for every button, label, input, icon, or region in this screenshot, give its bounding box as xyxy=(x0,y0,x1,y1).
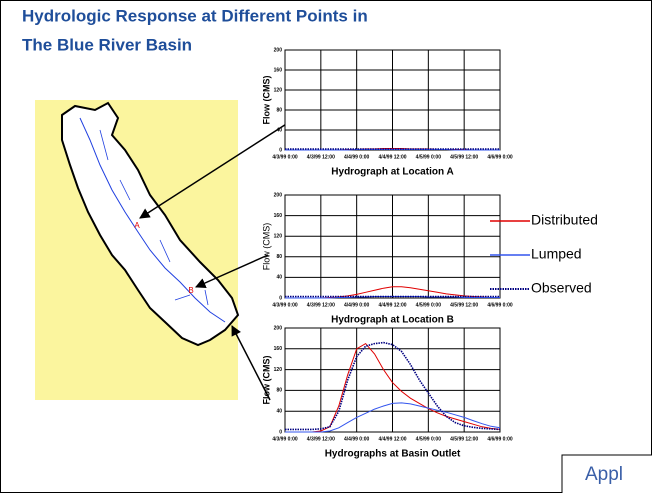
x-tick-label: 4/6/99 0:00 xyxy=(487,302,513,308)
x-tick-label: 4/3/99 12:00 xyxy=(307,302,335,308)
x-tick-label: 4/5/99 12:00 xyxy=(450,154,478,160)
y-tick-label: 200 xyxy=(274,325,283,331)
y-tick-label: 0 xyxy=(279,429,282,435)
y-tick-label: 0 xyxy=(279,147,282,153)
x-tick-label: 4/4/99 12:00 xyxy=(378,436,406,442)
footer-text: Appl xyxy=(585,464,623,485)
y-tick-label: 200 xyxy=(274,47,283,53)
y-tick-label: 160 xyxy=(274,346,283,352)
x-tick-label: 4/3/99 0:00 xyxy=(272,302,298,308)
y-tick-label: 120 xyxy=(274,234,283,240)
footer-box xyxy=(561,454,652,493)
y-tick-label: 80 xyxy=(276,254,282,260)
legend-label: Observed xyxy=(531,280,592,296)
x-tick-label: 4/4/99 0:00 xyxy=(344,154,370,160)
chart-title: Hydrograph at Location B xyxy=(331,315,454,326)
y-axis-label: Flow (CMS) xyxy=(261,223,271,271)
slide-title: Hydrologic Response at Different Points … xyxy=(22,6,368,25)
y-tick-label: 120 xyxy=(274,367,283,373)
legend-label: Lumped xyxy=(531,246,582,262)
x-tick-label: 4/6/99 0:00 xyxy=(487,436,513,442)
x-tick-label: 4/3/99 12:00 xyxy=(307,154,335,160)
slide-title: The Blue River Basin xyxy=(22,35,192,54)
y-tick-label: 120 xyxy=(274,87,283,93)
y-axis-label: Flow (CMS) xyxy=(261,76,271,125)
x-tick-label: 4/3/99 12:00 xyxy=(307,436,335,442)
x-tick-label: 4/5/99 12:00 xyxy=(450,436,478,442)
x-tick-label: 4/5/99 0:00 xyxy=(416,154,442,160)
y-tick-label: 40 xyxy=(276,275,282,281)
y-tick-label: 80 xyxy=(276,107,282,113)
y-tick-label: 160 xyxy=(274,67,283,73)
arrow xyxy=(139,111,306,219)
series-line xyxy=(285,402,501,433)
legend-label: Distributed xyxy=(531,212,598,228)
y-tick-label: 200 xyxy=(274,192,283,198)
x-tick-label: 4/3/99 0:00 xyxy=(272,154,298,160)
x-tick-label: 4/3/99 0:00 xyxy=(272,436,298,442)
x-tick-label: 4/5/99 0:00 xyxy=(416,436,442,442)
x-tick-label: 4/4/99 12:00 xyxy=(378,154,406,160)
y-tick-label: 40 xyxy=(276,409,282,415)
x-tick-label: 4/5/99 12:00 xyxy=(450,302,478,308)
y-tick-label: 0 xyxy=(279,295,282,301)
map-label: A xyxy=(134,221,140,230)
x-tick-label: 4/5/99 0:00 xyxy=(416,302,442,308)
series-line xyxy=(285,341,501,431)
arrow xyxy=(231,325,271,401)
x-tick-label: 4/4/99 0:00 xyxy=(344,302,370,308)
river xyxy=(79,117,226,323)
chart-title: Hydrographs at Basin Outlet xyxy=(325,449,461,460)
y-tick-label: 160 xyxy=(274,213,283,219)
series-line xyxy=(285,342,501,433)
x-tick-label: 4/6/99 0:00 xyxy=(487,154,513,160)
map-label: B xyxy=(188,286,193,295)
y-tick-label: 40 xyxy=(276,127,282,133)
tributary xyxy=(99,129,209,306)
chart-title: Hydrograph at Location A xyxy=(331,167,453,178)
x-tick-label: 4/4/99 0:00 xyxy=(344,436,370,442)
y-tick-label: 80 xyxy=(276,388,282,394)
x-tick-label: 4/4/99 12:00 xyxy=(378,302,406,308)
y-axis-label: Flow (CMS) xyxy=(261,356,271,405)
arrow xyxy=(195,254,269,288)
basin-outline xyxy=(61,101,240,347)
